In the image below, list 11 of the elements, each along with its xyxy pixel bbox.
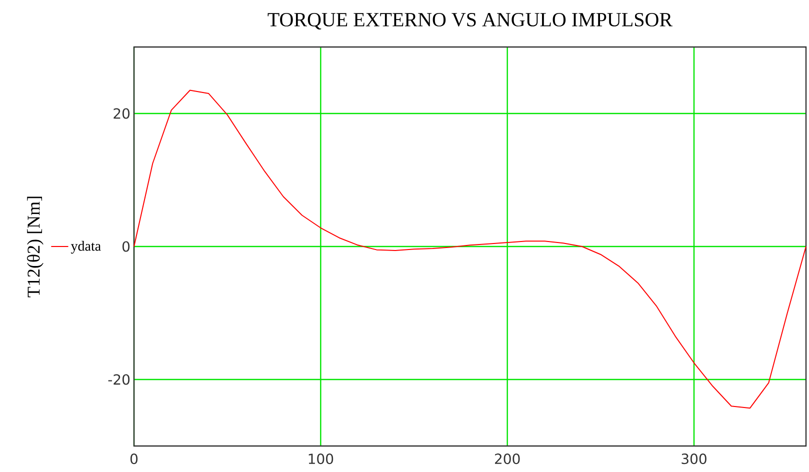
x-tick-label: 0	[130, 454, 138, 464]
y-tick-label: 20	[114, 108, 130, 119]
x-tick-label: 200	[494, 454, 520, 464]
x-tick-label: 100	[308, 454, 334, 464]
chart-title: TORQUE EXTERNO VS ANGULO IMPULSOR	[268, 13, 673, 30]
x-tick-label: 300	[682, 454, 706, 464]
y-tick-label: -20	[108, 374, 130, 385]
y-tick-label: 0	[122, 241, 130, 252]
legend-label: ydata	[70, 240, 101, 254]
line-series	[134, 90, 806, 409]
y-axis-title: T12(θ2) [Nm]	[26, 196, 44, 298]
